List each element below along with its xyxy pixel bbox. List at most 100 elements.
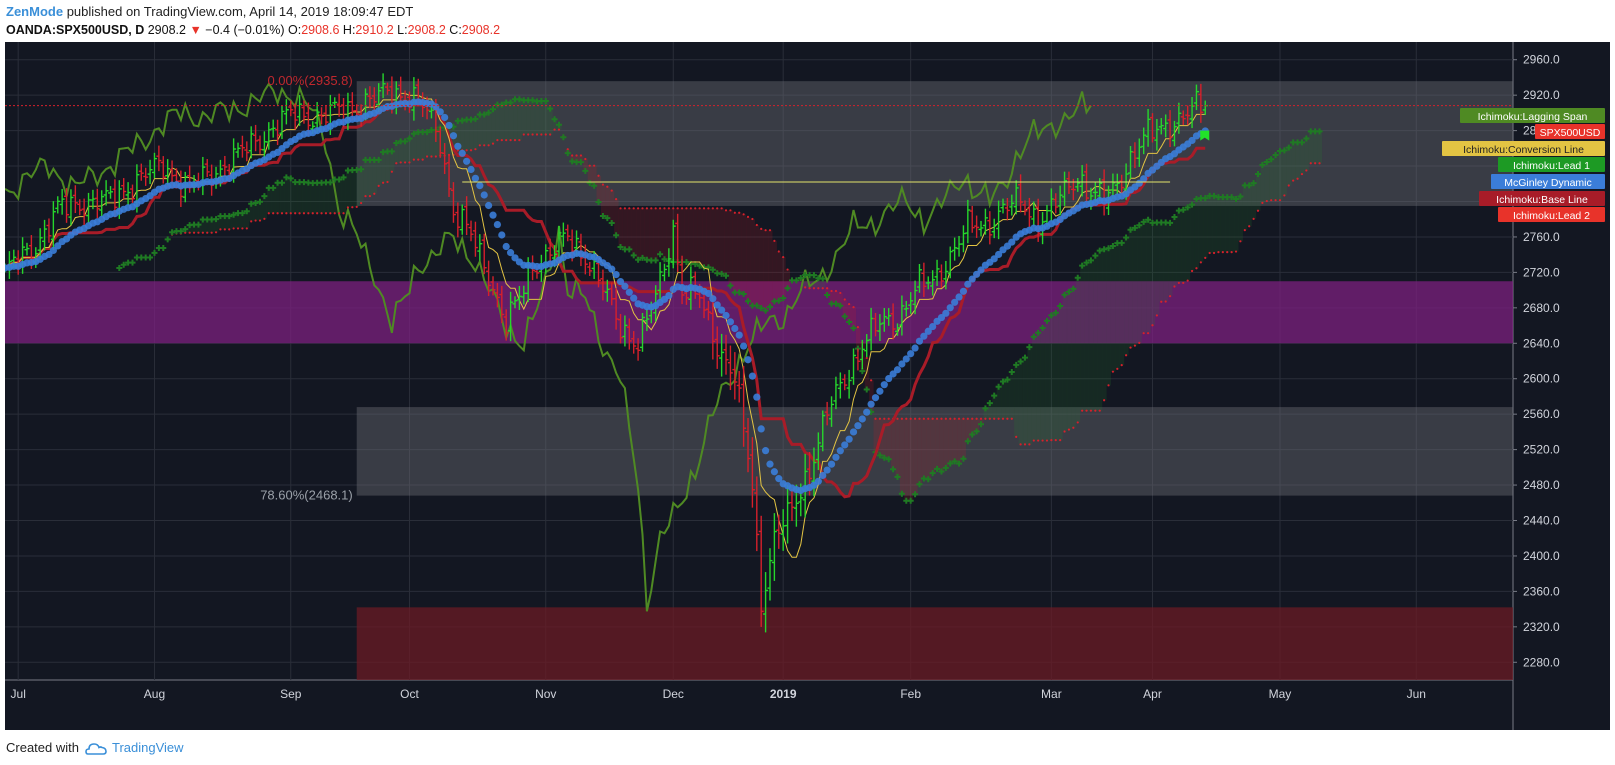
lead1-marker <box>1228 194 1235 201</box>
cloud-segment <box>899 418 905 494</box>
price-bar <box>864 334 870 358</box>
author-link[interactable]: ZenMode <box>6 4 64 19</box>
lead1-marker <box>758 305 765 312</box>
chart-area[interactable]: 0.00%(2935.8) 78.60%(2468.1) 2280.0 2320.0 2… <box>1 42 1610 730</box>
lead2-dot <box>566 148 569 151</box>
lead1-marker <box>1171 213 1178 220</box>
lead2-dot <box>276 212 279 215</box>
legend-badge-label: Ichimoku:Base Line <box>1496 194 1588 206</box>
lead1-marker <box>942 464 949 471</box>
price-bar <box>1110 173 1116 200</box>
lead1-marker <box>608 220 615 227</box>
price-bar <box>1101 169 1107 216</box>
lead2-dot <box>931 417 934 420</box>
cloud-segment <box>1097 250 1103 411</box>
price-bar <box>279 105 285 140</box>
cloud-segment <box>1159 222 1164 302</box>
price-bar <box>1145 108 1151 147</box>
lead2-dot <box>531 133 534 136</box>
mcginley-dot <box>467 165 475 174</box>
cloud-segment <box>869 380 874 412</box>
lead2-dot <box>549 133 552 136</box>
cloud-segment <box>904 418 909 501</box>
mcginley-dot <box>493 220 502 229</box>
mcginley-dot <box>867 400 875 408</box>
price-bar <box>903 300 909 317</box>
lead2-dot <box>1208 251 1211 255</box>
mcginley-dot <box>858 415 866 423</box>
mcginley-dot <box>630 294 638 302</box>
cloud-segment <box>961 418 966 459</box>
lead2-dot <box>685 207 688 210</box>
lead2-dot <box>742 213 745 216</box>
legend-badge-label: Ichimoku:Lead 2 <box>1513 210 1590 222</box>
cloud-segment <box>1190 204 1195 272</box>
cloud-segment <box>728 210 733 286</box>
lead2-dot <box>206 231 209 234</box>
cloud-segment <box>600 184 606 217</box>
cloud-segment <box>1132 227 1138 346</box>
lead2-dot <box>817 287 820 290</box>
cloud-segment <box>1106 248 1112 386</box>
lead2-dot <box>623 207 627 210</box>
cloud-segment <box>1308 131 1314 164</box>
mcginley-dot <box>709 295 717 303</box>
lead2-dot <box>597 174 600 177</box>
mcginley-dot <box>863 408 871 416</box>
lead2-dot <box>1296 177 1299 180</box>
lead2-dot <box>1217 251 1220 254</box>
lead2-dot <box>544 133 547 136</box>
lead2-dot <box>1138 341 1141 344</box>
cloud-segment <box>644 208 650 260</box>
price-bar <box>908 292 914 314</box>
cloud-segment <box>1005 379 1010 419</box>
lead1-marker <box>850 325 857 332</box>
mcginley-dynamic <box>1 98 1209 495</box>
cloud-segment <box>596 175 602 203</box>
lead2-dot <box>1278 199 1282 202</box>
cloud-segment <box>1084 262 1090 411</box>
cloud-segment <box>983 408 988 419</box>
price-bar <box>336 93 342 117</box>
tradingview-brand[interactable]: TradingView <box>112 740 184 755</box>
cloud-segment <box>754 224 760 306</box>
price-bar <box>244 141 250 162</box>
legend-badge-bg <box>1498 157 1605 172</box>
mcginley-dot <box>704 289 713 298</box>
lead2-dot <box>1248 225 1251 228</box>
lead2-dot <box>1221 251 1224 254</box>
close-label: C: <box>449 23 462 37</box>
price-chart[interactable]: 0.00%(2935.8) 78.60%(2468.1) 2280.0 2320.0 2… <box>1 42 1610 730</box>
cloud-segment <box>939 418 944 472</box>
price-bar <box>855 348 861 371</box>
lead2-dot <box>540 133 543 136</box>
lead2-dot <box>615 198 618 201</box>
price-bar <box>1193 84 1199 111</box>
mcginley-dot <box>454 142 462 150</box>
lead2-dot <box>1186 279 1189 282</box>
price-bar <box>789 488 795 522</box>
lead1-marker <box>859 368 866 375</box>
cloud-segment <box>1022 357 1028 445</box>
cloud-segment <box>345 170 351 208</box>
lead2-dot <box>632 207 635 210</box>
mcginley-dot <box>480 191 488 199</box>
lead2-dot <box>1305 169 1308 172</box>
price-bar <box>59 188 65 215</box>
symbol-label[interactable]: OANDA:SPX500USD, D <box>6 23 145 37</box>
lead1-marker <box>969 431 976 438</box>
time-tick-label: Feb <box>900 687 921 701</box>
lead2-dot <box>1234 250 1238 253</box>
lead1-marker <box>1202 195 1209 202</box>
price-bar <box>1026 197 1032 228</box>
cloud-segment <box>1119 242 1125 366</box>
lead2-dot <box>474 148 477 151</box>
lead2-dot <box>333 212 336 215</box>
price-bar <box>1053 193 1059 214</box>
price-bar <box>481 233 487 275</box>
price-bar <box>982 208 988 235</box>
price-bar <box>50 201 56 250</box>
cloud-segment <box>776 251 782 301</box>
lead2-dot <box>852 306 855 309</box>
cloud-segment <box>1080 265 1085 411</box>
